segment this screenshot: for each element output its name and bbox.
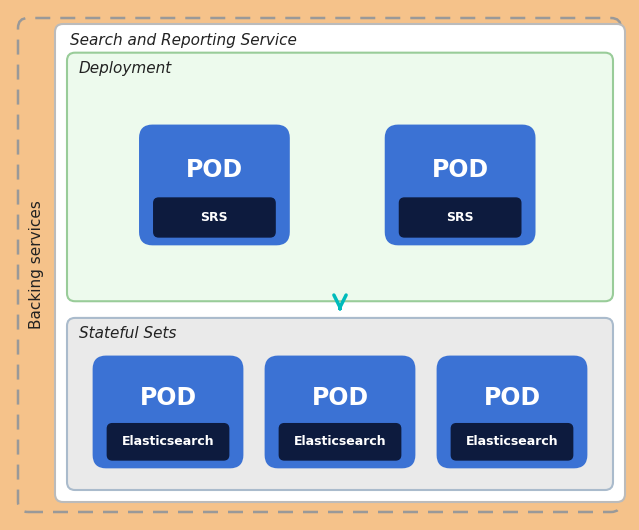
Text: POD: POD xyxy=(311,386,369,410)
FancyBboxPatch shape xyxy=(107,423,229,460)
Text: Stateful Sets: Stateful Sets xyxy=(79,326,176,341)
FancyBboxPatch shape xyxy=(386,126,534,244)
FancyBboxPatch shape xyxy=(94,357,242,467)
Text: Deployment: Deployment xyxy=(79,61,173,76)
FancyBboxPatch shape xyxy=(154,198,275,237)
Text: POD: POD xyxy=(186,157,243,182)
FancyBboxPatch shape xyxy=(67,52,613,301)
FancyBboxPatch shape xyxy=(399,198,521,237)
FancyBboxPatch shape xyxy=(266,357,414,467)
Text: POD: POD xyxy=(139,386,197,410)
FancyBboxPatch shape xyxy=(18,18,621,512)
FancyBboxPatch shape xyxy=(279,423,401,460)
Text: Elasticsearch: Elasticsearch xyxy=(466,435,558,448)
FancyBboxPatch shape xyxy=(438,357,586,467)
FancyBboxPatch shape xyxy=(451,423,573,460)
Text: SRS: SRS xyxy=(201,211,228,224)
Text: POD: POD xyxy=(431,157,489,182)
FancyBboxPatch shape xyxy=(55,24,625,502)
Text: Elasticsearch: Elasticsearch xyxy=(121,435,214,448)
Text: Backing services: Backing services xyxy=(29,200,43,330)
Text: SRS: SRS xyxy=(446,211,474,224)
FancyBboxPatch shape xyxy=(141,126,288,244)
FancyBboxPatch shape xyxy=(67,318,613,490)
Text: POD: POD xyxy=(484,386,541,410)
Text: Search and Reporting Service: Search and Reporting Service xyxy=(70,32,297,48)
Text: Elasticsearch: Elasticsearch xyxy=(294,435,387,448)
